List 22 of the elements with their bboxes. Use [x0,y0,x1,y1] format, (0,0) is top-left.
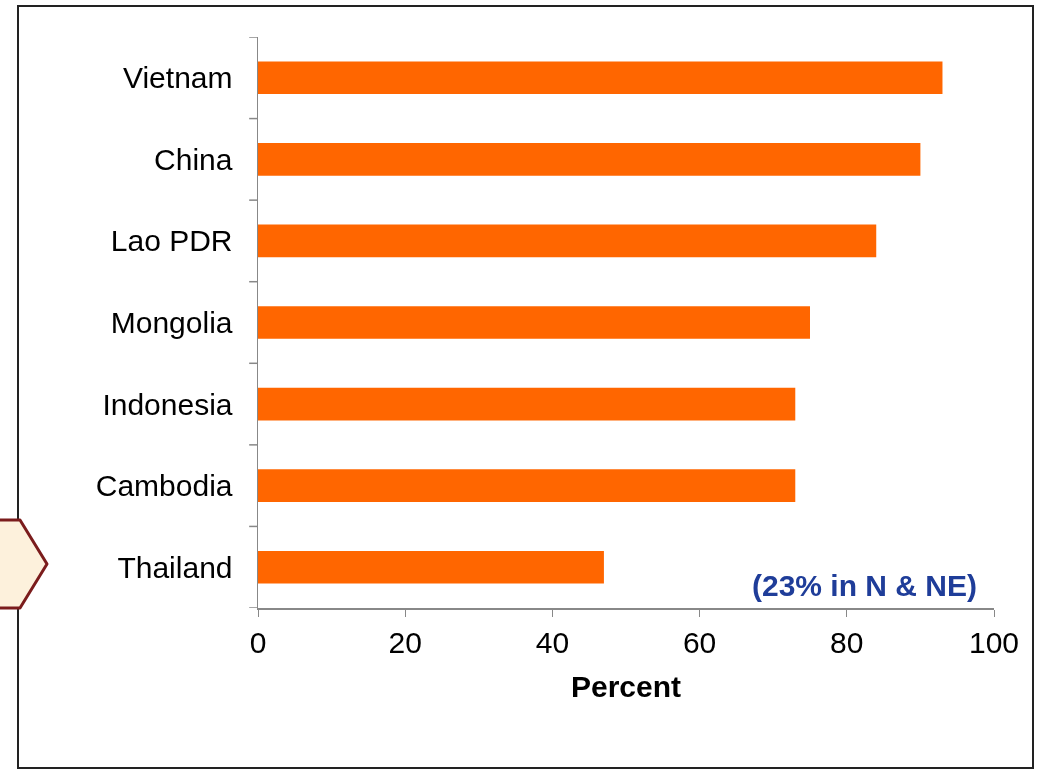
y-tick-label: Thailand [117,550,233,584]
x-tick-label: 40 [535,625,570,659]
bar [258,469,796,502]
bar [258,550,604,584]
x-tick-label: 20 [388,625,422,659]
bar [258,61,943,95]
bar [258,143,921,176]
x-tick-label: 0 [249,625,267,659]
x-axis-title: Percent [570,669,682,703]
x-tick-label: 80 [830,625,864,659]
bar [258,224,877,258]
y-tick-label: China [154,142,233,176]
y-tick-label: Vietnam [122,61,233,95]
bar [258,306,810,339]
y-tick-label: Indonesia [102,387,233,421]
x-tick-label: 60 [682,625,717,659]
x-tick-label: 100 [968,625,1020,659]
y-tick-label: Lao PDR [110,224,233,258]
annotation: (23% in N & NE) [752,569,978,602]
y-tick-label: Mongolia [110,306,233,339]
y-tick-label: Cambodia [95,469,233,503]
bar [258,387,796,421]
